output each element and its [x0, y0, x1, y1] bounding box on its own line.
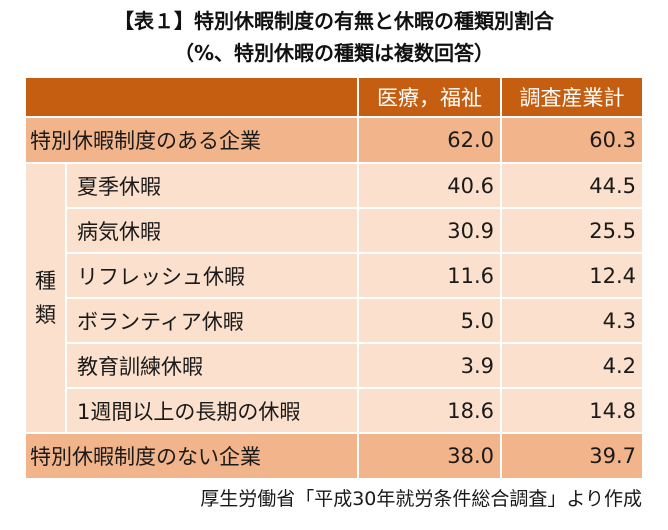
value-medical-welfare: 40.6: [357, 163, 501, 209]
table-title: 【表１】特別休暇制度の有無と休暇の種類別割合: [114, 9, 554, 33]
category-label: 種 類: [26, 163, 67, 434]
row-label: ボランティア休暇: [66, 298, 358, 344]
row-label: 教育訓練休暇: [66, 343, 358, 389]
value-all-industries: 44.5: [500, 163, 642, 209]
table-header-row: 医療，福祉 調査産業計: [26, 78, 642, 118]
value-medical-welfare: 11.6: [357, 253, 501, 299]
value-medical-welfare: 38.0: [357, 433, 501, 480]
table-row: リフレッシュ休暇 11.6 12.4: [26, 253, 642, 299]
value-all-industries: 12.4: [500, 253, 642, 299]
row-label: 1週間以上の長期の休暇: [66, 388, 358, 434]
value-all-industries: 14.8: [500, 388, 642, 434]
table-row: 特別休暇制度のある企業 62.0 60.3: [26, 117, 642, 164]
header-all-industries: 調査産業計: [500, 78, 642, 118]
value-medical-welfare: 62.0: [357, 117, 501, 164]
table-row: 特別休暇制度のない企業 38.0 39.7: [26, 433, 642, 480]
table-row: 種 類 夏季休暇 40.6 44.5: [26, 163, 642, 434]
header-medical-welfare: 医療，福祉: [357, 78, 501, 118]
row-label: リフレッシュ休暇: [66, 253, 358, 299]
row-label: 病気休暇: [66, 208, 358, 254]
value-all-industries: 39.7: [500, 433, 642, 480]
table-row: 教育訓練休暇 3.9 4.2: [26, 343, 642, 389]
header-empty: [26, 78, 358, 118]
row-label: 夏季休暇: [66, 163, 358, 209]
value-all-industries: 60.3: [500, 117, 642, 164]
value-medical-welfare: 18.6: [357, 388, 501, 434]
row-label: 特別休暇制度のない企業: [26, 433, 358, 480]
value-medical-welfare: 30.9: [357, 208, 501, 254]
table-row: 1週間以上の長期の休暇 18.6 14.8: [26, 388, 642, 434]
category-char: 類: [35, 303, 56, 327]
leave-table: 医療，福祉 調査産業計 特別休暇制度のある企業 62.0 60.3 種 類 夏季…: [26, 78, 642, 480]
table-row: ボランティア休暇 5.0 4.3: [26, 298, 642, 344]
value-medical-welfare: 3.9: [357, 343, 501, 389]
source-note: 厚生労働省「平成30年就労条件総合調査」より作成: [200, 488, 642, 510]
table-row: 病気休暇 30.9 25.5: [26, 208, 642, 254]
table-subtitle: （%、特別休暇の種類は複数回答）: [173, 41, 495, 65]
value-all-industries: 25.5: [500, 208, 642, 254]
value-medical-welfare: 5.0: [357, 298, 501, 344]
value-all-industries: 4.3: [500, 298, 642, 344]
row-label: 特別休暇制度のある企業: [26, 117, 358, 164]
value-all-industries: 4.2: [500, 343, 642, 389]
category-char: 種: [35, 269, 56, 293]
